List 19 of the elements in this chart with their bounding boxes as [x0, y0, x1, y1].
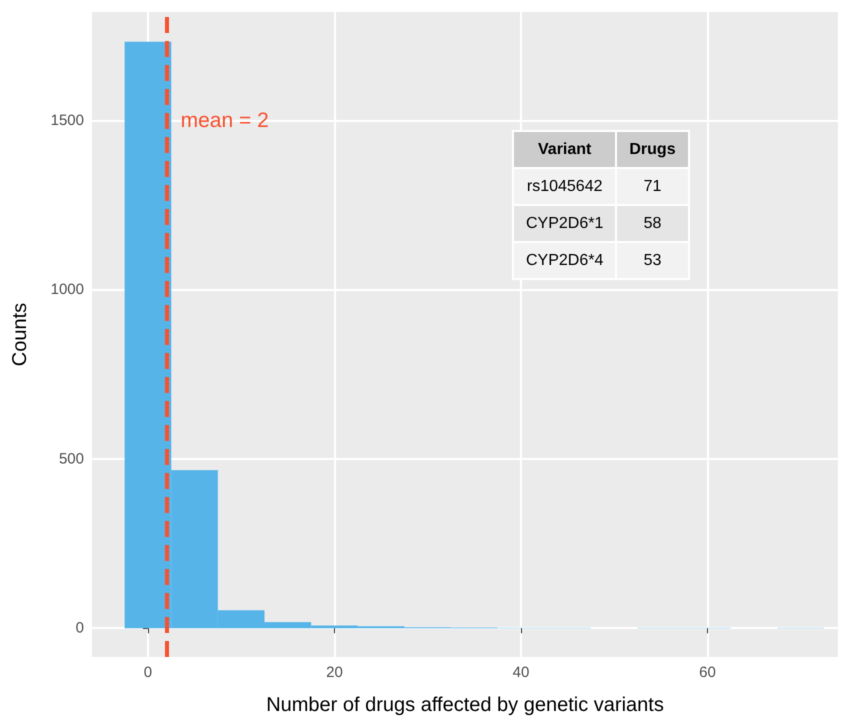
y-tick-label: 0	[76, 620, 84, 637]
y-tick-label: 500	[58, 450, 84, 468]
annotation: 53	[616, 242, 689, 279]
annotation: CYP2D6*4	[513, 242, 616, 279]
y-tick-label: 1000	[50, 281, 84, 298]
ref-line-label: mean = 2	[180, 108, 269, 132]
annotation: rs1045642	[513, 168, 616, 205]
x-tick-label: 0	[144, 664, 152, 681]
x-tick-label: 40	[512, 664, 530, 681]
annotation: Variant	[513, 131, 616, 168]
y-axis-title: Counts	[9, 302, 31, 366]
x-tick-label: 20	[326, 664, 343, 681]
annotation: CYP2D6*1	[513, 205, 616, 242]
y-tick-label: 1500	[50, 112, 84, 129]
annotation: 71	[616, 168, 689, 205]
x-tick-label: 60	[699, 664, 716, 681]
annotation: 58	[616, 205, 689, 242]
x-axis-title: Number of drugs affected by genetic variants	[266, 694, 664, 716]
annotation: Drugs	[616, 131, 689, 168]
